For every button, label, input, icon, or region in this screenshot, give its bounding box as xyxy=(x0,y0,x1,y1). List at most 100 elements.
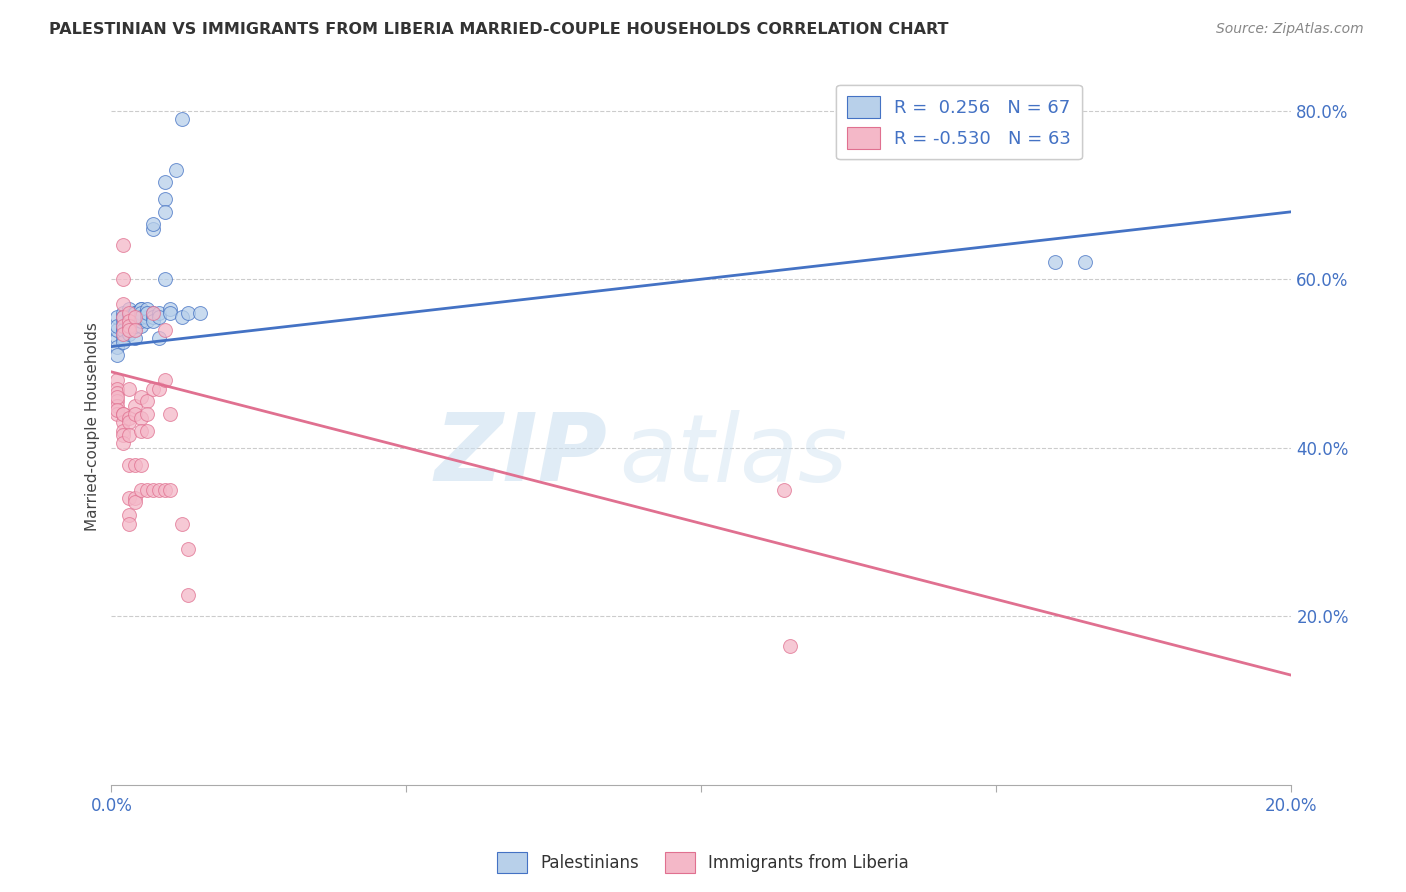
Point xyxy=(118,318,141,333)
Point xyxy=(118,382,141,396)
Point xyxy=(142,218,165,232)
Point xyxy=(118,314,141,328)
Point xyxy=(124,407,146,421)
Point xyxy=(129,310,152,324)
Point xyxy=(105,323,128,337)
Point xyxy=(112,318,135,333)
Point xyxy=(112,306,135,320)
Point xyxy=(779,639,801,653)
Point xyxy=(1045,255,1067,269)
Point xyxy=(129,458,152,472)
Point xyxy=(124,306,146,320)
Point xyxy=(142,310,165,324)
Point xyxy=(105,399,128,413)
Point xyxy=(159,306,181,320)
Point xyxy=(142,382,165,396)
Legend: R =  0.256   N = 67, R = -0.530   N = 63: R = 0.256 N = 67, R = -0.530 N = 63 xyxy=(837,85,1081,160)
Point xyxy=(124,323,146,337)
Point xyxy=(105,373,128,387)
Point xyxy=(129,314,152,328)
Legend: Palestinians, Immigrants from Liberia: Palestinians, Immigrants from Liberia xyxy=(491,846,915,880)
Point xyxy=(118,516,141,531)
Point xyxy=(118,411,141,425)
Point xyxy=(172,112,194,126)
Point xyxy=(105,331,128,345)
Point xyxy=(124,318,146,333)
Point xyxy=(105,386,128,401)
Point xyxy=(142,306,165,320)
Point xyxy=(105,402,128,417)
Point xyxy=(142,306,165,320)
Point xyxy=(112,424,135,438)
Point xyxy=(124,399,146,413)
Point xyxy=(112,407,135,421)
Point xyxy=(129,301,152,316)
Point xyxy=(105,318,128,333)
Point xyxy=(124,318,146,333)
Point xyxy=(124,491,146,506)
Point xyxy=(118,428,141,442)
Point xyxy=(118,323,141,337)
Point xyxy=(105,348,128,362)
Point xyxy=(105,310,128,324)
Point xyxy=(124,323,146,337)
Point xyxy=(135,394,157,409)
Point xyxy=(112,318,135,333)
Point xyxy=(135,301,157,316)
Point xyxy=(142,221,165,235)
Point xyxy=(112,318,135,333)
Point xyxy=(118,458,141,472)
Point xyxy=(148,382,170,396)
Point xyxy=(118,306,141,320)
Point xyxy=(105,340,128,354)
Point xyxy=(112,238,135,252)
Point xyxy=(153,323,176,337)
Point xyxy=(118,310,141,324)
Point xyxy=(124,310,146,324)
Point xyxy=(124,331,146,345)
Point xyxy=(165,162,187,177)
Point xyxy=(112,272,135,286)
Point xyxy=(118,323,141,337)
Point xyxy=(105,382,128,396)
Point xyxy=(124,310,146,324)
Point xyxy=(105,390,128,404)
Point xyxy=(148,310,170,324)
Point xyxy=(129,390,152,404)
Point xyxy=(124,458,146,472)
Point xyxy=(148,306,170,320)
Point xyxy=(142,483,165,497)
Text: Source: ZipAtlas.com: Source: ZipAtlas.com xyxy=(1216,22,1364,37)
Point xyxy=(135,483,157,497)
Point xyxy=(112,407,135,421)
Point xyxy=(1074,255,1097,269)
Point xyxy=(118,508,141,522)
Point xyxy=(153,192,176,206)
Point xyxy=(112,323,135,337)
Point xyxy=(135,407,157,421)
Point xyxy=(129,411,152,425)
Point xyxy=(124,306,146,320)
Point xyxy=(135,424,157,438)
Point xyxy=(135,310,157,324)
Point xyxy=(153,272,176,286)
Point xyxy=(153,483,176,497)
Point xyxy=(153,175,176,189)
Point xyxy=(129,424,152,438)
Point xyxy=(112,314,135,328)
Point xyxy=(135,306,157,320)
Point xyxy=(112,436,135,450)
Point xyxy=(172,310,194,324)
Point xyxy=(118,416,141,430)
Text: PALESTINIAN VS IMMIGRANTS FROM LIBERIA MARRIED-COUPLE HOUSEHOLDS CORRELATION CHA: PALESTINIAN VS IMMIGRANTS FROM LIBERIA M… xyxy=(49,22,949,37)
Point xyxy=(159,483,181,497)
Y-axis label: Married-couple Households: Married-couple Households xyxy=(86,322,100,531)
Point xyxy=(112,335,135,350)
Point xyxy=(129,301,152,316)
Point xyxy=(135,306,157,320)
Point xyxy=(188,306,211,320)
Point xyxy=(112,331,135,345)
Point xyxy=(118,314,141,328)
Text: ZIP: ZIP xyxy=(434,409,607,501)
Point xyxy=(177,588,200,602)
